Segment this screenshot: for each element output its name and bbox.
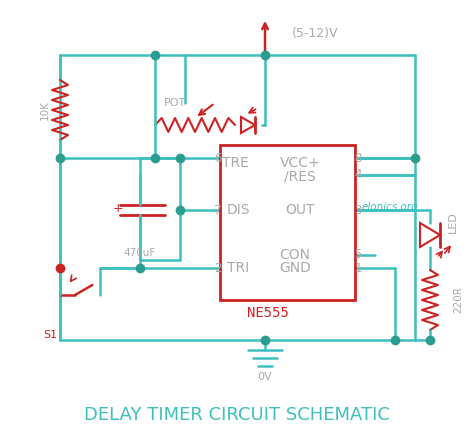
Text: 3: 3 [354, 203, 362, 216]
Text: 1: 1 [354, 261, 362, 274]
Text: 6: 6 [214, 152, 222, 165]
Text: TRE: TRE [221, 156, 248, 170]
Text: CON: CON [280, 248, 310, 262]
Text: 8: 8 [354, 152, 362, 165]
Text: GND: GND [279, 261, 311, 275]
Text: 220R: 220R [453, 286, 463, 314]
Polygon shape [241, 117, 255, 133]
Text: LED: LED [448, 211, 458, 233]
Text: (5-12)V: (5-12)V [292, 26, 338, 39]
Text: 7: 7 [214, 203, 222, 216]
Text: 10K: 10K [40, 100, 50, 120]
Text: 2: 2 [214, 261, 222, 274]
Text: elonics.org: elonics.org [362, 202, 419, 212]
Text: 0V: 0V [258, 372, 272, 382]
Text: /RES: /RES [284, 170, 316, 184]
Text: 4: 4 [354, 168, 362, 181]
Text: S1: S1 [43, 330, 57, 340]
Text: NE555: NE555 [247, 306, 289, 320]
Bar [220, 145, 355, 300]
Text: DELAY TIMER CIRCUIT SCHEMATIC: DELAY TIMER CIRCUIT SCHEMATIC [84, 406, 390, 424]
Text: 5: 5 [354, 248, 362, 261]
Text: +: + [113, 201, 123, 215]
Text: VCC+: VCC+ [280, 156, 320, 170]
Text: TRI: TRI [227, 261, 249, 275]
Polygon shape [420, 223, 440, 247]
Text: DIS: DIS [226, 203, 250, 217]
Text: OUT: OUT [285, 203, 315, 217]
Text: 470uF: 470uF [124, 248, 156, 258]
Text: POT: POT [164, 98, 186, 108]
